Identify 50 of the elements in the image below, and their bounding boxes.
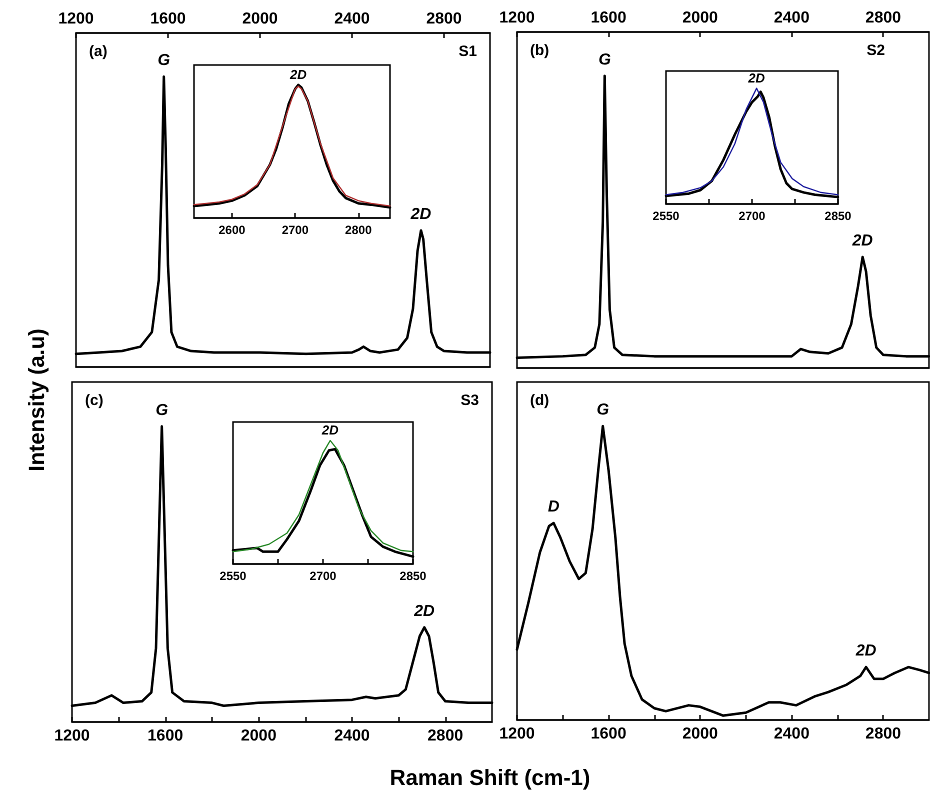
chart-subtitle: S3 xyxy=(460,392,480,409)
x2-tick-label: 1600 xyxy=(590,10,626,26)
x-tick-label: 2850 xyxy=(400,569,427,583)
annotation: 2D xyxy=(413,602,436,620)
chart-title: (b) xyxy=(530,42,550,59)
annotation: 2D xyxy=(410,206,432,223)
x-tick-label: 2700 xyxy=(310,569,337,583)
x-tick-label: 2400 xyxy=(774,726,810,742)
annotation: 2D xyxy=(747,70,766,86)
x2-tick-label: 2000 xyxy=(682,10,718,26)
x-tick-label: 1600 xyxy=(148,728,184,744)
x-tick-label: 2000 xyxy=(240,728,277,744)
x-tick-label: 2700 xyxy=(738,209,766,223)
x2-tick-label: 2000 xyxy=(242,10,278,28)
x-tick-label: 2800 xyxy=(345,223,372,237)
x-tick-label: 2800 xyxy=(428,728,464,744)
x2-tick-label: 2400 xyxy=(334,10,370,28)
x-tick-label: 1600 xyxy=(590,726,626,742)
y-axis-title: Intensity (a.u) xyxy=(24,328,50,472)
x-tick-label: 1200 xyxy=(54,728,90,744)
x-tick-label: 2800 xyxy=(865,726,902,742)
x-tick-label: 2550 xyxy=(220,569,247,583)
x-tick-label: 2850 xyxy=(824,209,852,223)
annotation: 2D xyxy=(851,232,874,250)
x-tick-label: 1200 xyxy=(499,726,535,742)
chart-subtitle: S2 xyxy=(866,42,886,59)
x-axis-title: Raman Shift (cm-1) xyxy=(390,765,590,791)
x2-tick-label: 2400 xyxy=(774,10,810,26)
x2-tick-label: 1200 xyxy=(58,10,94,28)
x-tick-label: 2700 xyxy=(282,223,309,237)
chart-title: (a) xyxy=(89,43,108,60)
chart-title: (c) xyxy=(85,392,104,409)
x-tick-label: 2600 xyxy=(218,223,246,237)
x-tick-label: 2550 xyxy=(652,209,680,223)
annotation: D xyxy=(548,498,560,516)
chart-title: (d) xyxy=(530,392,550,409)
annotation: G xyxy=(156,402,168,419)
annotation: G xyxy=(598,51,611,68)
x2-tick-label: 2800 xyxy=(426,10,462,28)
x-tick-label: 2000 xyxy=(682,726,718,742)
x-tick-label: 2400 xyxy=(334,728,370,744)
x2-tick-label: 1600 xyxy=(150,10,186,28)
annotation: 2D xyxy=(289,66,308,82)
annotation: 2D xyxy=(854,642,877,660)
x2-tick-label: 2800 xyxy=(865,10,902,26)
annotation: G xyxy=(158,52,170,70)
annotation: G xyxy=(596,402,610,419)
chart-subtitle: S1 xyxy=(458,43,478,60)
annotation: 2D xyxy=(320,422,340,438)
x2-tick-label: 1200 xyxy=(499,10,535,26)
